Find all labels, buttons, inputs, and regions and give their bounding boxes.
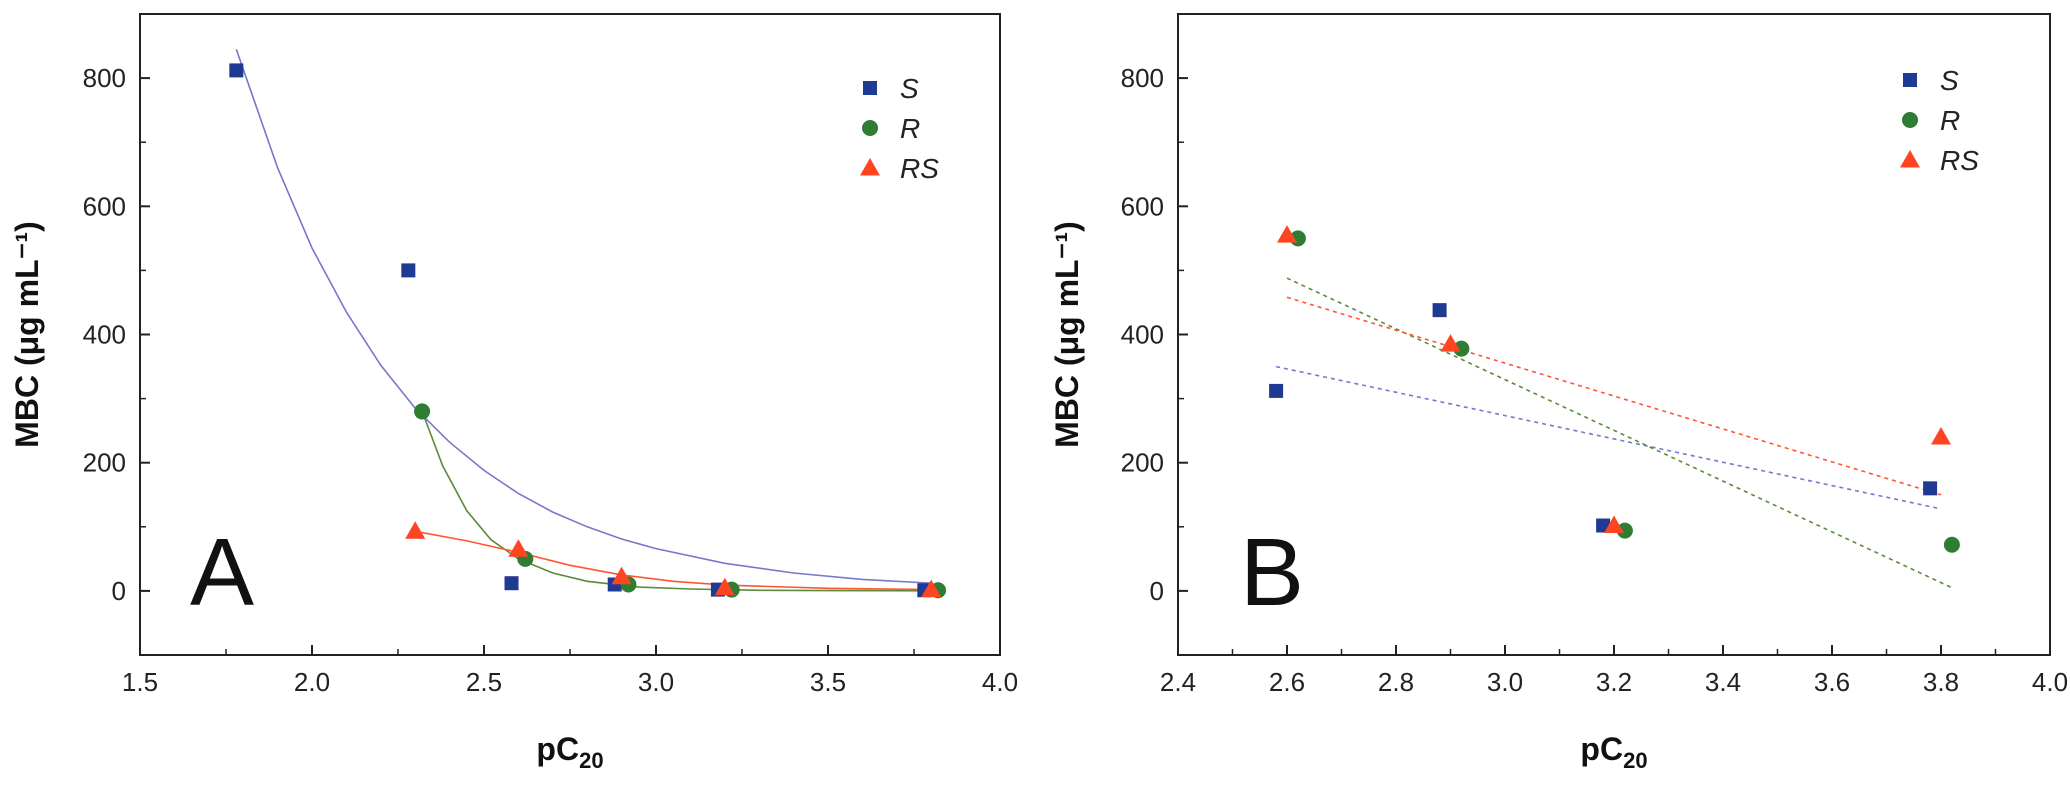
panel-b-y-tick-label: 0 (1150, 576, 1164, 606)
panel-b-x-tick-label: 3.0 (1487, 667, 1523, 697)
panel-a-legend-label-s: S (900, 73, 919, 104)
panel-b-point-r (1616, 522, 1633, 539)
panel-b-fit-r (1286, 277, 1953, 589)
panel-b-x-tick-label: 3.6 (1814, 667, 1850, 697)
panel-a-x-axis-title-main: pC (536, 731, 579, 767)
panel-b-legend-label-rs: RS (1940, 145, 1979, 176)
panel-b-point-s (1923, 481, 1938, 496)
panel-a-point-rs (611, 566, 632, 585)
panel-a-x-tick-label: 2.0 (294, 667, 330, 697)
panel-b-x-axis-title-main: pC (1580, 731, 1623, 767)
panel-b-legend-marker-r (1902, 112, 1918, 128)
panel-a-legend-marker-s (863, 81, 877, 95)
panel-a: 1.5 2.0 2.5 3.0 3.5 4.0 0 200 400 600 800 A SR RS M… (9, 13, 1018, 773)
panel-b: 2.4 2.6 2.8 3.0 3.2 3.4 3.6 3.8 4.0 0 200 400 600 800… (1049, 13, 2068, 773)
panel-a-x-axis-title-sub: 20 (579, 748, 603, 773)
panel-a-point-rs (405, 521, 426, 539)
panel-a-y-axis-title: MBC (μg mL⁻¹) (9, 221, 45, 448)
panel-b-y-axis-title: MBC (μg mL⁻¹) (1049, 221, 1085, 448)
panel-b-x-axis-title-sub: 20 (1623, 748, 1647, 773)
panel-b-x-tick-label: 3.8 (1923, 667, 1959, 697)
panel-a-letter: A (190, 519, 254, 626)
panel-b-fit-s (1275, 365, 1942, 510)
panel-a-legend-marker-r (862, 120, 878, 136)
panel-b-fit-rs (1286, 296, 1942, 496)
panel-a-x-tick-label: 2.5 (466, 667, 502, 697)
panel-a-point-rs (714, 577, 735, 596)
panel-b-point-rs (1277, 225, 1297, 243)
panel-a-fit-s (235, 49, 932, 584)
panel-b-x-tick-label: 4.0 (2032, 667, 2068, 697)
panel-a-y-tick-label: 200 (83, 448, 126, 478)
panel-b-y-tick-label: 600 (1121, 191, 1164, 221)
panel-b-legend-label-s: S (1940, 65, 1959, 96)
panel-a-fit-r (421, 411, 939, 592)
panel-a-y-tick-label: 400 (83, 320, 126, 350)
panel-a-legend-marker-rs (860, 158, 880, 176)
panel-b-point-rs (1604, 515, 1624, 534)
panel-b-point-s (1432, 303, 1447, 318)
panel-b-point-rs (1440, 334, 1461, 352)
panel-b-x-tick-label: 2.8 (1378, 667, 1414, 697)
panel-a-plot-frame (139, 13, 1001, 656)
panel-b-legend-marker-rs (1900, 150, 1920, 168)
panel-b-x-tick-label: 2.6 (1269, 667, 1305, 697)
panel-a-x-tick-label: 3.0 (638, 667, 674, 697)
panel-a-y-tick-label: 600 (83, 191, 126, 221)
panel-a-legend-label-r: R (900, 113, 920, 144)
panel-a-x-axis-title: pC20 (536, 731, 603, 773)
panel-a-x-tick-label: 4.0 (982, 667, 1018, 697)
panel-b-y-tick-label: 800 (1121, 63, 1164, 93)
panel-a-x-tick-label: 3.5 (810, 667, 846, 697)
panel-b-x-tick-label: 3.2 (1596, 667, 1632, 697)
panel-b-letter: B (1240, 519, 1304, 626)
panel-a-y-tick-label: 0 (112, 576, 126, 606)
panel-a-point-r (414, 403, 431, 420)
panel-a-y-tick-label: 800 (83, 63, 126, 93)
panel-a-point-rs (508, 539, 529, 557)
panel-a-legend-label-rs: RS (900, 153, 939, 184)
panel-a-point-s (504, 576, 519, 591)
panel-b-x-tick-label: 2.4 (1160, 667, 1196, 697)
panel-a-point-s (229, 63, 244, 78)
panel-b-point-rs (1931, 427, 1951, 445)
panel-a-point-s (401, 263, 416, 278)
panel-b-point-r (1943, 536, 1960, 553)
panel-a-point-rs (921, 579, 942, 598)
panel-b-plot-frame (1177, 13, 2051, 656)
panel-b-x-axis-title: pC20 (1580, 731, 1647, 773)
panel-a-x-tick-label: 1.5 (122, 667, 158, 697)
panel-b-point-r (1453, 340, 1470, 357)
panel-b-y-tick-label: 200 (1121, 448, 1164, 478)
panel-b-legend-marker-s (1903, 73, 1917, 87)
panel-b-point-s (1269, 383, 1284, 398)
panel-b-y-tick-label: 400 (1121, 320, 1164, 350)
panel-b-x-tick-label: 3.4 (1705, 667, 1741, 697)
panel-b-legend-label-r: R (1940, 105, 1960, 136)
